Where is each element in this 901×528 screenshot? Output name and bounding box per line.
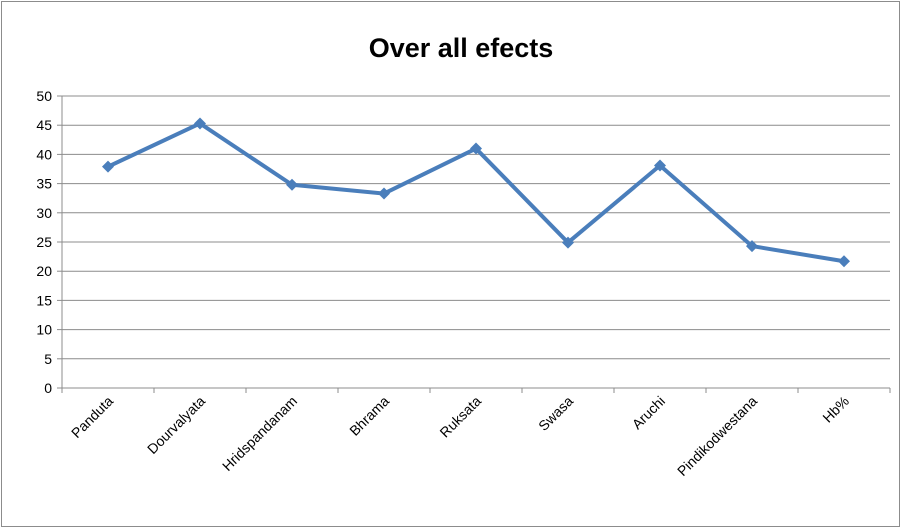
data-point	[194, 117, 206, 130]
y-tick-label: 25	[36, 234, 52, 250]
data-point	[562, 236, 574, 249]
data-point	[746, 240, 758, 253]
x-tick-label: Pindikodwestana	[674, 393, 760, 479]
data-point	[654, 159, 666, 172]
y-tick-label: 30	[36, 205, 52, 221]
x-tick-label: Hb%	[819, 393, 852, 426]
chart-title: Over all efects	[369, 33, 554, 63]
data-point	[378, 187, 390, 200]
x-tick-label: Dourvalyata	[144, 393, 208, 457]
x-tick-label: Hridspandanam	[219, 393, 300, 474]
data-point	[470, 142, 482, 155]
y-tick-label: 15	[36, 292, 52, 308]
y-tick-label: 35	[36, 176, 52, 192]
x-tick-label: Ruksata	[436, 393, 484, 441]
data-point	[838, 255, 850, 268]
x-tick-label: Bhrama	[346, 393, 392, 439]
data-point	[286, 178, 298, 191]
y-tick-label: 40	[36, 146, 52, 162]
y-tick-label: 45	[36, 117, 52, 133]
y-tick-label: 20	[36, 263, 52, 279]
x-tick-label: Aruchi	[629, 393, 668, 432]
y-tick-label: 50	[36, 88, 52, 104]
x-tick-label: Panduta	[68, 393, 116, 441]
x-tick-label: Swasa	[535, 393, 576, 434]
y-tick-label: 0	[44, 380, 52, 396]
data-point	[102, 160, 114, 173]
y-tick-label: 10	[36, 322, 52, 338]
y-tick-label: 5	[44, 351, 52, 367]
